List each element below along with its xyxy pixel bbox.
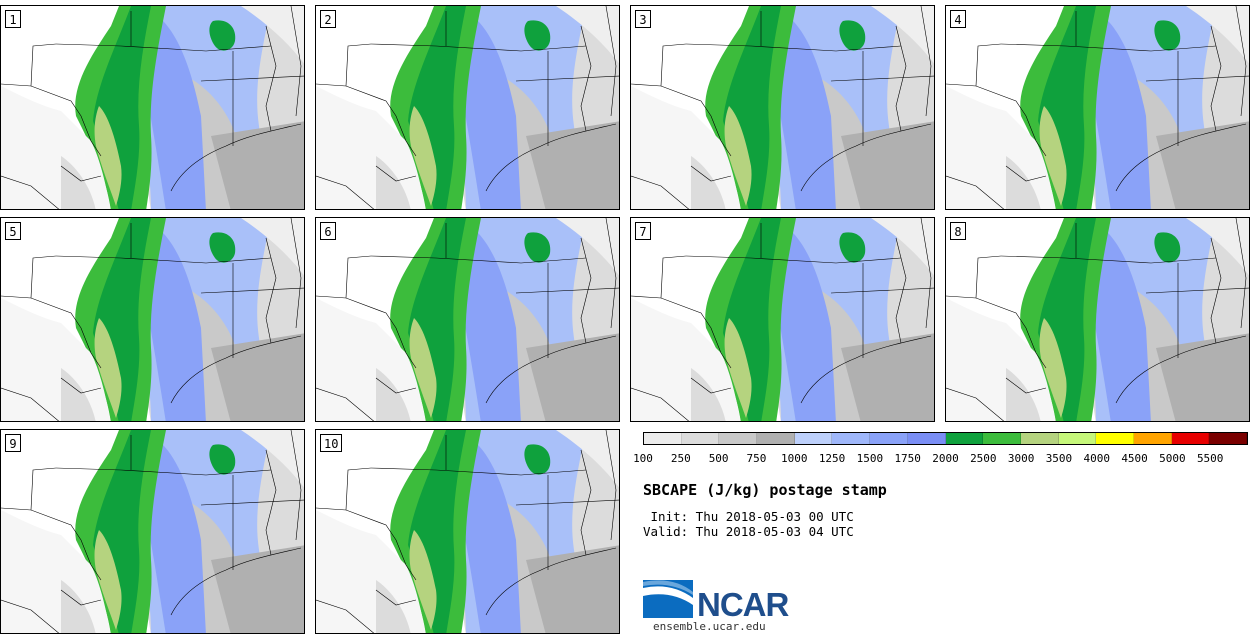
colorbar-tick-label: 2000 <box>932 452 959 465</box>
colorbar-swatch <box>1209 433 1247 444</box>
colorbar-swatch <box>681 433 720 444</box>
colorbar-tick-label: 100 <box>633 452 653 465</box>
colorbar-swatch <box>719 433 758 444</box>
map-panel: 8 <box>945 217 1250 422</box>
map-panel: 6 <box>315 217 620 422</box>
colorbar-tick-label: 4000 <box>1083 452 1111 465</box>
colorbar-swatch <box>1171 433 1210 444</box>
cape-map <box>316 6 619 209</box>
cape-map <box>316 430 619 633</box>
colorbar-swatch <box>1133 433 1172 444</box>
cape-map <box>631 218 934 421</box>
colorbar-tick-label: 5000 <box>1159 452 1186 465</box>
colorbar-tick-label: 4500 <box>1121 452 1148 465</box>
map-panel: 5 <box>0 217 305 422</box>
valid-time: Valid: Thu 2018-05-03 04 UTC <box>643 524 854 539</box>
colorbar-swatch <box>832 433 871 444</box>
colorbar-tick-label: 250 <box>670 452 691 465</box>
ncar-logo-icon <box>643 580 693 618</box>
colorbar-swatch <box>945 433 984 444</box>
panel-member-label: 3 <box>635 10 651 28</box>
colorbar <box>643 432 1248 445</box>
chart-title: SBCAPE (J/kg) postage stamp <box>643 481 887 499</box>
panel-member-label: 7 <box>635 222 651 240</box>
map-panel: 1 <box>0 5 305 210</box>
panel-member-label: 6 <box>320 222 336 240</box>
logo-text: NCAR <box>697 586 789 623</box>
panel-member-label: 1 <box>5 10 21 28</box>
colorbar-tick-label: 1750 <box>894 452 921 465</box>
colorbar-tick-label: 500 <box>708 452 729 465</box>
panel-member-label: 10 <box>320 434 343 452</box>
colorbar-tick-label: 2500 <box>970 452 997 465</box>
map-panel: 9 <box>0 429 305 634</box>
cape-map <box>631 6 934 209</box>
cape-map <box>1 6 304 209</box>
panel-member-label: 8 <box>950 222 966 240</box>
colorbar-swatch <box>1058 433 1097 444</box>
colorbar-swatch <box>983 433 1021 444</box>
colorbar-swatch <box>794 433 833 444</box>
cape-map <box>1 430 304 633</box>
colorbar-swatch <box>757 433 795 444</box>
site-url: ensemble.ucar.edu <box>653 620 766 633</box>
colorbar-ticks: 100 250 500 750 1000 1250 1500 1750 2000 2500 3000… <box>633 452 1248 466</box>
panel-member-label: 4 <box>950 10 966 28</box>
colorbar-tick-label: 1250 <box>818 452 846 465</box>
map-panel: 3 <box>630 5 935 210</box>
cape-map <box>946 218 1249 421</box>
map-panel: 4 <box>945 5 1250 210</box>
cape-map <box>1 218 304 421</box>
colorbar-swatch <box>907 433 946 444</box>
colorbar-tick-label: 1500 <box>856 452 884 465</box>
cape-map <box>316 218 619 421</box>
colorbar-swatch <box>870 433 908 444</box>
colorbar-swatch <box>1096 433 1134 444</box>
colorbar-tick-label: 3000 <box>1007 452 1035 465</box>
colorbar-tick-label: 1000 <box>781 452 808 465</box>
colorbar-tick-label: 5500 <box>1196 452 1224 465</box>
map-panel: 7 <box>630 217 935 422</box>
colorbar-tick-label: 3500 <box>1045 452 1073 465</box>
cape-map <box>946 6 1249 209</box>
colorbar-swatch <box>644 433 682 444</box>
colorbar-tick-label: 750 <box>746 452 767 465</box>
colorbar-swatch <box>1020 433 1059 444</box>
panel-member-label: 9 <box>5 434 21 452</box>
map-panel: 10 <box>315 429 620 634</box>
panel-member-label: 2 <box>320 10 336 28</box>
map-panel: 2 <box>315 5 620 210</box>
panel-member-label: 5 <box>5 222 21 240</box>
init-time: Init: Thu 2018-05-03 00 UTC <box>643 509 854 524</box>
